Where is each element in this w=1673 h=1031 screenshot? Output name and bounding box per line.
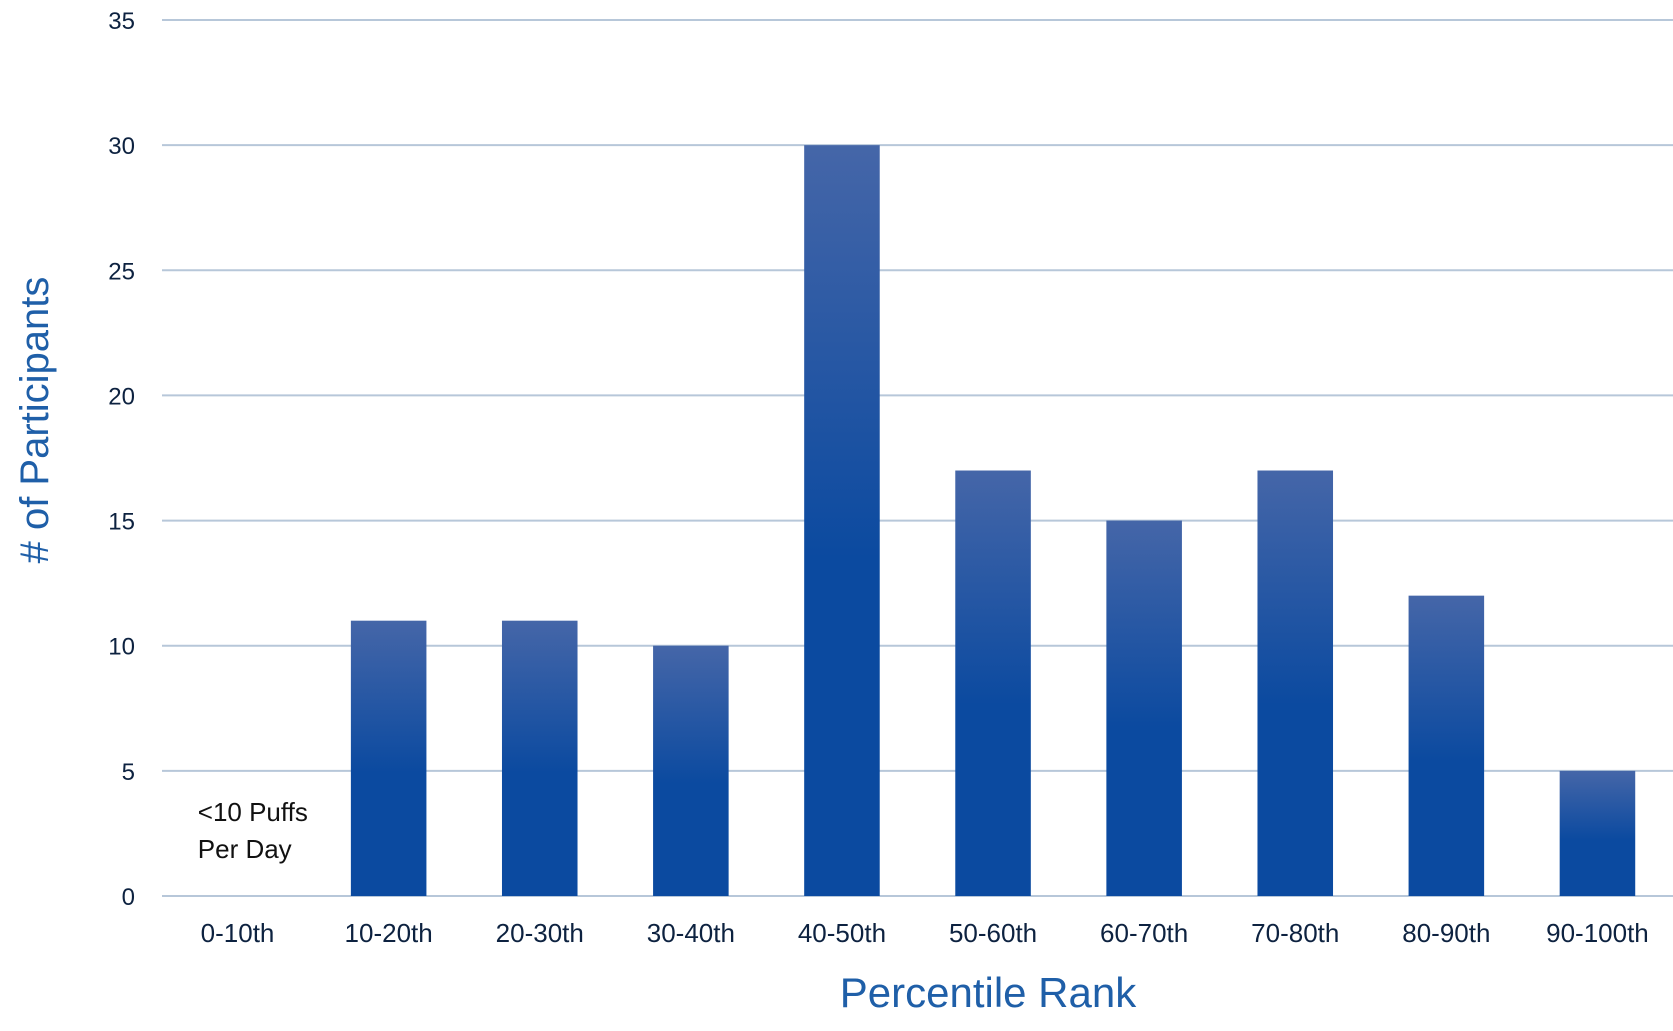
y-tick-label: 10: [108, 634, 135, 661]
annotation-line: Per Day: [198, 834, 292, 864]
x-tick-label: 60-70th: [1100, 918, 1188, 948]
bar-50-60th: [955, 470, 1031, 896]
x-tick-label: 0-10th: [201, 918, 275, 948]
x-tick-label: 80-90th: [1402, 918, 1490, 948]
y-tick-label: 15: [108, 509, 135, 536]
x-tick-label: 40-50th: [798, 918, 886, 948]
y-axis-title: # of Participants: [13, 277, 57, 564]
bar-70-80th: [1257, 470, 1334, 896]
x-tick-label: 10-20th: [345, 918, 433, 948]
bar-20-30th: [501, 620, 578, 896]
bar-80-90th: [1408, 595, 1485, 896]
x-tick-label: 20-30th: [496, 918, 584, 948]
y-tick-label: 25: [108, 258, 135, 285]
x-tick-labels: 0-10th 10-20th 20-30th 30-40th 40-50th 50-60t…: [201, 918, 1649, 948]
bar-60-70th: [1106, 520, 1182, 896]
annotations: <10 Puffs Per Day: [198, 797, 308, 864]
x-tick-label: 30-40th: [647, 918, 735, 948]
bar-90-100th: [1559, 770, 1636, 896]
y-tick-label: 30: [108, 133, 135, 160]
x-tick-label: 70-80th: [1251, 918, 1339, 948]
bar-40-50th: [804, 145, 880, 897]
y-tick-label: 20: [108, 383, 135, 410]
y-tick-label: 0: [122, 884, 135, 911]
bar-30-40th: [653, 645, 729, 896]
y-tick-label: 5: [122, 759, 135, 786]
x-tick-label: 90-100th: [1546, 918, 1649, 948]
x-axis-title: Percentile Rank: [840, 969, 1137, 1016]
x-tick-label: 50-60th: [949, 918, 1037, 948]
bars: [350, 145, 1636, 897]
bar-10-20th: [350, 620, 427, 896]
annotation-line: <10 Puffs: [198, 797, 308, 827]
y-tick-label: 35: [108, 8, 135, 35]
y-tick-labels: 0 5 10 15 20 25 30 35: [108, 8, 135, 911]
